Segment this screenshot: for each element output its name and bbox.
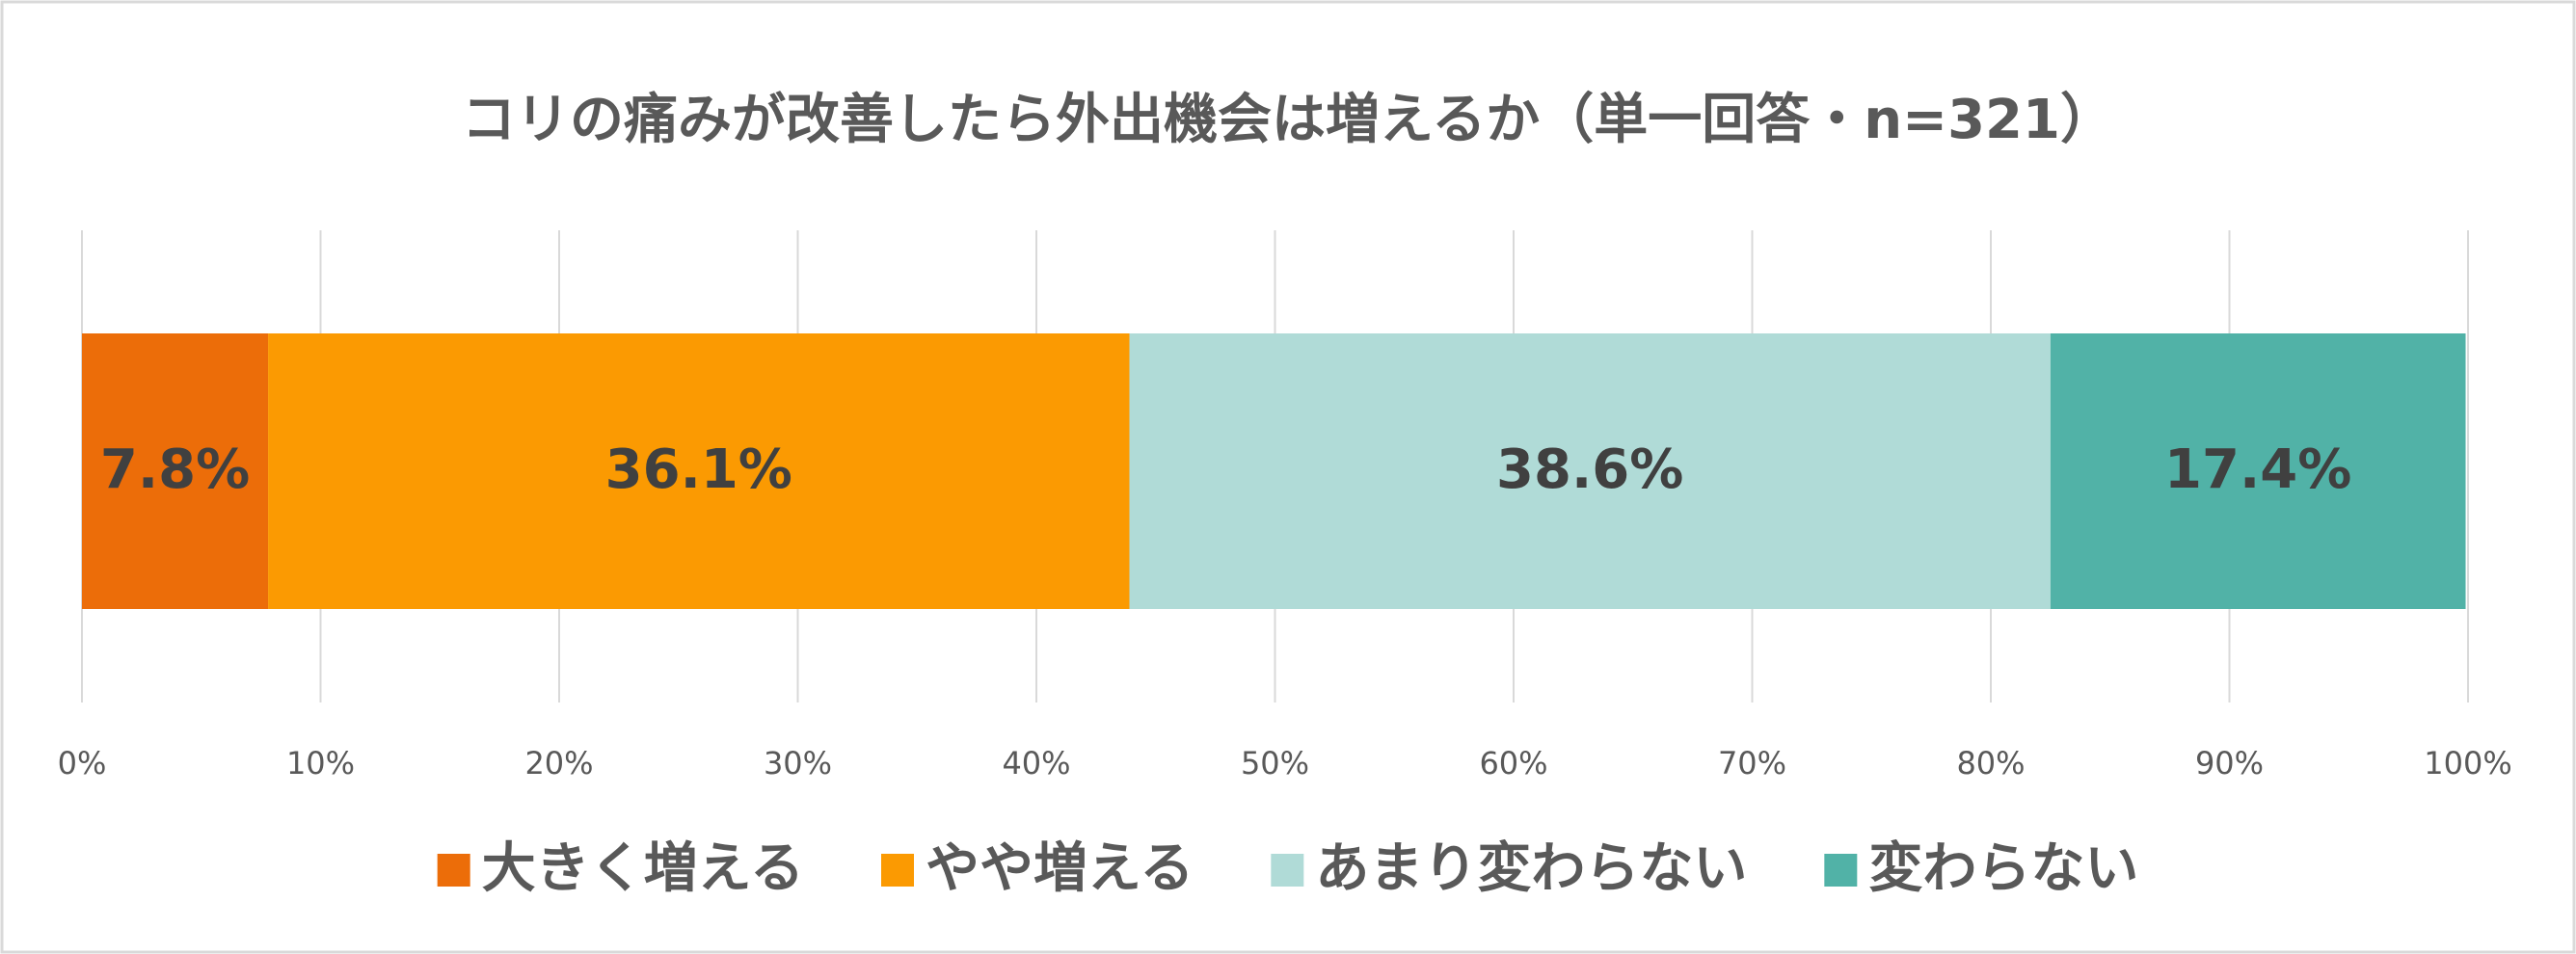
x-tick-label: 0% [58, 745, 107, 782]
x-tick-label: 10% [286, 745, 355, 782]
legend-swatch [1271, 854, 1304, 887]
x-tick-label: 40% [1002, 745, 1070, 782]
bar-segment [1129, 333, 2051, 609]
legend-label: 大きく増える [482, 837, 804, 900]
data-label: 38.6% [1496, 438, 1683, 501]
data-label: 17.4% [2164, 438, 2351, 501]
x-tick-label: 80% [1956, 745, 2025, 782]
x-tick-label: 70% [1718, 745, 1786, 782]
bar-segment [82, 333, 269, 609]
bar-segment [2050, 333, 2466, 609]
legend-swatch [1824, 854, 1858, 887]
bar-segment [268, 333, 1130, 609]
x-tick-label: 30% [764, 745, 832, 782]
chart-title: コリの痛みが改善したら外出機会は増えるか（単一回答・n=321） [462, 89, 2114, 151]
legend-label: やや増える [926, 837, 1194, 900]
legend-label: 変わらない [1868, 837, 2138, 900]
x-tick-label: 50% [1241, 745, 1309, 782]
x-tick-label: 100% [2424, 745, 2511, 782]
legend-label: あまり変わらない [1315, 837, 1747, 900]
legend-swatch [881, 854, 914, 887]
x-tick-label: 20% [524, 745, 593, 782]
x-tick-label: 90% [2195, 745, 2264, 782]
data-label: 36.1% [605, 438, 792, 501]
legend-swatch [437, 854, 470, 887]
data-label: 7.8% [100, 438, 250, 501]
x-tick-label: 60% [1479, 745, 1547, 782]
